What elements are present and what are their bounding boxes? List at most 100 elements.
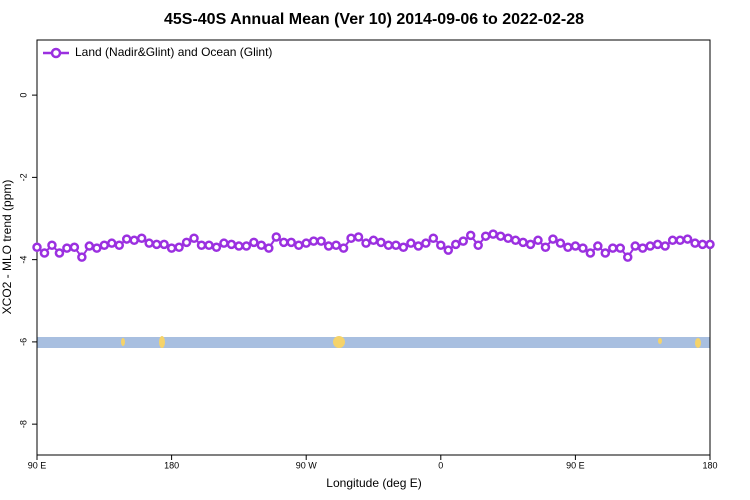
- point: [578, 243, 588, 253]
- point: [32, 242, 42, 253]
- point: [234, 241, 244, 251]
- point: [436, 240, 446, 250]
- point: [488, 229, 498, 239]
- land-patch: [658, 338, 662, 344]
- point: [421, 238, 431, 248]
- point: [368, 235, 379, 246]
- point: [69, 242, 80, 253]
- point: [84, 241, 95, 251]
- point: [256, 240, 267, 250]
- point: [518, 237, 528, 248]
- legend-label: Land (Nadir&Glint) and Ocean (Glint): [75, 45, 272, 59]
- land-patch: [159, 336, 165, 348]
- point: [593, 241, 603, 251]
- point: [361, 238, 371, 248]
- point: [600, 248, 611, 258]
- point: [331, 240, 341, 250]
- point: [503, 233, 513, 243]
- point: [99, 240, 110, 250]
- y-tick-label: -2: [18, 173, 28, 181]
- point: [510, 235, 521, 246]
- point: [652, 239, 663, 250]
- point: [166, 243, 177, 253]
- point: [443, 245, 454, 255]
- point: [353, 232, 364, 242]
- point: [458, 236, 468, 246]
- point: [219, 238, 229, 248]
- point: [151, 239, 162, 250]
- point: [705, 239, 715, 250]
- point: [189, 233, 199, 243]
- point: [293, 240, 304, 250]
- point: [645, 241, 655, 251]
- x-tick-label: 90 E: [566, 460, 585, 470]
- point: [77, 252, 87, 262]
- point: [114, 240, 125, 250]
- point: [62, 243, 72, 253]
- point: [630, 241, 640, 251]
- point: [495, 231, 506, 241]
- point: [473, 240, 483, 250]
- x-tick-label: 180: [164, 460, 179, 470]
- chart-title: 45S-40S Annual Mean (Ver 10) 2014-09-06 …: [164, 11, 584, 28]
- point: [608, 243, 618, 253]
- point: [667, 235, 678, 246]
- point: [279, 237, 289, 248]
- x-tick-label: 90 W: [296, 460, 318, 470]
- point: [121, 234, 132, 244]
- point: [181, 237, 192, 248]
- point: [480, 231, 491, 241]
- x-tick-label: 0: [438, 460, 443, 470]
- point: [226, 239, 237, 250]
- point: [264, 243, 274, 253]
- point: [39, 248, 50, 258]
- point: [159, 239, 169, 250]
- point: [675, 235, 685, 246]
- y-tick-label: -4: [18, 256, 28, 264]
- point: [690, 238, 700, 248]
- point: [316, 236, 326, 246]
- point: [376, 237, 386, 248]
- point: [682, 234, 693, 244]
- x-tick-label: 90 E: [28, 460, 47, 470]
- point: [308, 236, 319, 246]
- land-mask-strip: [37, 336, 710, 348]
- point: [323, 241, 334, 251]
- point: [211, 242, 222, 253]
- point: [585, 248, 596, 258]
- point: [540, 242, 551, 253]
- point: [54, 248, 65, 258]
- point: [637, 243, 648, 253]
- y-tick-label: -6: [18, 338, 28, 346]
- point: [570, 241, 581, 251]
- point: [465, 230, 476, 241]
- point: [47, 240, 57, 250]
- point: [107, 238, 117, 248]
- point: [271, 232, 282, 242]
- point: [451, 239, 461, 250]
- point: [622, 252, 633, 262]
- point: [406, 238, 416, 248]
- point: [129, 235, 139, 246]
- point: [346, 233, 356, 243]
- y-tick-label: 0: [18, 93, 28, 98]
- point: [241, 241, 252, 251]
- y-tick-label: -8: [18, 420, 28, 428]
- point: [136, 233, 147, 243]
- point: [697, 239, 708, 250]
- point: [563, 242, 573, 253]
- point: [428, 233, 439, 243]
- x-tick-label: 180: [702, 460, 717, 470]
- point: [196, 240, 207, 250]
- point: [204, 240, 214, 250]
- point: [413, 241, 424, 251]
- point: [174, 242, 184, 253]
- point: [249, 237, 259, 248]
- point: [555, 238, 566, 248]
- land-patch: [121, 338, 125, 346]
- land-patch: [333, 336, 345, 348]
- point: [301, 238, 311, 248]
- ocean-strip: [37, 337, 710, 348]
- point: [391, 240, 401, 250]
